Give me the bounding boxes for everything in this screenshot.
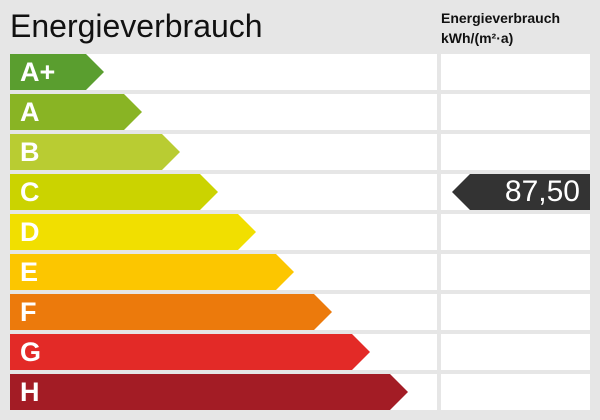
value-cell [441, 214, 590, 250]
class-bar-b: B [10, 134, 180, 170]
class-bar-h: H [10, 374, 408, 410]
class-bar-f: F [10, 294, 332, 330]
class-label: E [20, 257, 39, 287]
consumption-indicator: 87,50 [452, 174, 590, 210]
class-label: A+ [20, 57, 56, 87]
class-bar-c: C [10, 174, 218, 210]
value-cell [441, 94, 590, 130]
consumption-value: 87,50 [504, 175, 580, 208]
column-header-label: Energieverbrauch [441, 10, 561, 26]
value-cell [441, 334, 590, 370]
class-label: H [20, 377, 40, 407]
class-bar-g: G [10, 334, 370, 370]
value-cell [441, 54, 590, 90]
class-label: G [20, 337, 42, 367]
column-header: Energieverbrauch kWh/(m²·a) [441, 8, 560, 48]
class-label: A [20, 97, 40, 127]
class-bar-a: A [10, 94, 142, 130]
page-title: Energieverbrauch [10, 8, 263, 44]
value-cell [441, 254, 590, 290]
value-cell [441, 134, 590, 170]
value-cell [441, 294, 590, 330]
class-bar-e: E [10, 254, 294, 290]
class-bar-d: D [10, 214, 256, 250]
class-label: C [20, 177, 40, 207]
value-cell [441, 374, 590, 410]
column-header-unit: kWh/(m²·a) [441, 30, 514, 46]
class-bar-a-plus: A+ [10, 54, 104, 90]
class-label: B [20, 137, 40, 167]
class-label: F [20, 297, 37, 327]
class-label: D [20, 217, 40, 247]
